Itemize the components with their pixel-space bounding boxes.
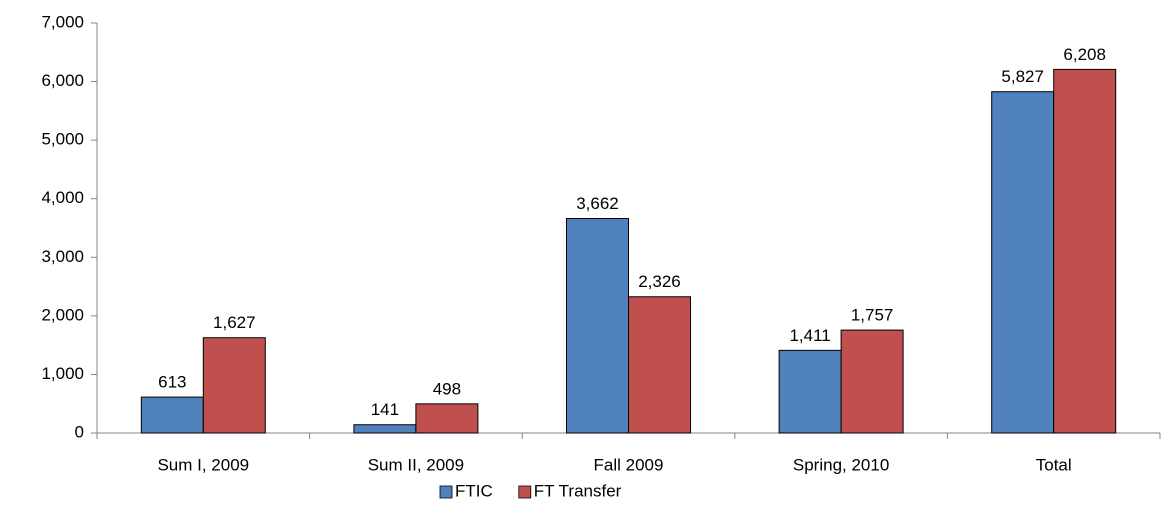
data-label: 1,411 bbox=[789, 326, 830, 345]
bar bbox=[991, 91, 1055, 434]
data-label: 6,208 bbox=[1063, 45, 1106, 64]
bar bbox=[1053, 68, 1117, 434]
bar bbox=[628, 296, 691, 434]
y-tick-label: 3,000 bbox=[41, 247, 84, 266]
data-label: 613 bbox=[158, 373, 186, 392]
y-tick-label: 7,000 bbox=[41, 12, 84, 31]
data-label: 1,757 bbox=[851, 306, 894, 325]
x-tick-label: Sum I, 2009 bbox=[157, 455, 249, 474]
legend-swatch bbox=[439, 485, 453, 499]
bar bbox=[202, 337, 266, 434]
bar bbox=[778, 349, 842, 434]
y-tick-label: 2,000 bbox=[41, 305, 84, 324]
data-label: 2,326 bbox=[638, 272, 681, 291]
x-tick-label: Spring, 2010 bbox=[793, 455, 889, 474]
data-label: 5,827 bbox=[1001, 67, 1044, 86]
x-tick-label: Fall 2009 bbox=[594, 455, 664, 474]
y-tick-label: 1,000 bbox=[41, 364, 84, 383]
data-label: 141 bbox=[371, 400, 399, 419]
legend-swatch bbox=[518, 485, 532, 499]
x-tick-label: Sum II, 2009 bbox=[368, 455, 464, 474]
bar bbox=[353, 424, 417, 434]
legend-label: FT Transfer bbox=[534, 481, 622, 500]
bar bbox=[566, 218, 629, 434]
y-tick-label: 0 bbox=[75, 422, 84, 441]
x-tick-label: Total bbox=[1036, 455, 1072, 474]
y-tick-label: 6,000 bbox=[41, 71, 84, 90]
bar bbox=[415, 403, 479, 434]
y-tick-label: 4,000 bbox=[41, 188, 84, 207]
bar bbox=[140, 396, 204, 434]
data-label: 498 bbox=[433, 379, 461, 398]
data-label: 1,627 bbox=[213, 313, 256, 332]
data-label: 3,662 bbox=[576, 194, 619, 213]
bar bbox=[840, 329, 904, 434]
y-tick-label: 5,000 bbox=[41, 130, 84, 149]
legend-label: FTIC bbox=[455, 481, 493, 500]
